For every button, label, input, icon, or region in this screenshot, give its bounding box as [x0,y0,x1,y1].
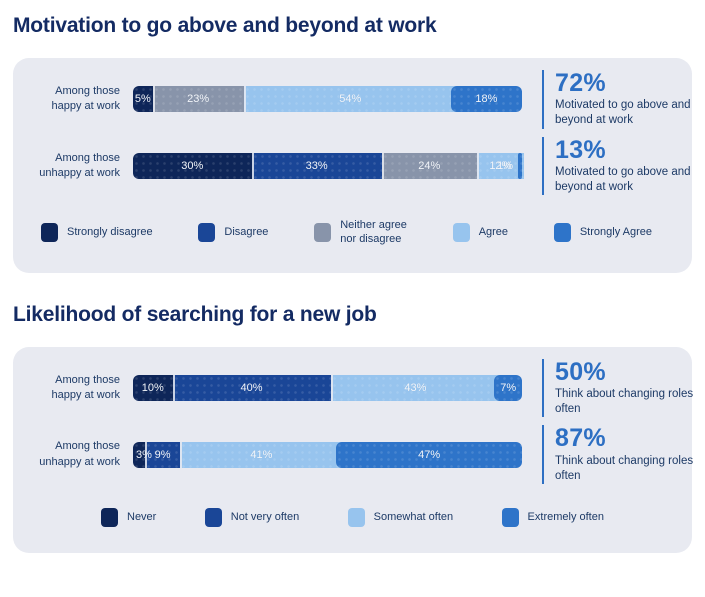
legend-swatch [198,223,216,243]
bar-rows: Among those happy at work 5% 23% 54% 18% 72% M… [13,70,692,196]
bar-segment-agree: 12% [476,152,525,179]
segment-value-label: 18% [475,93,498,106]
segment-value-label: 23% [187,93,210,106]
bar-segment-disagree: 33% [251,152,382,179]
chart-title: Motivation to go above and beyond at wor… [13,14,437,37]
stat-callout: 50% Think about changing roles often [542,357,697,418]
chart-title: Likelihood of searching for a new job [13,302,377,326]
legend-swatch [41,223,58,243]
bar-segment-somewhat-often: 43% [330,374,501,401]
chart-card: Among those happy at work 10% 40% 43% 7% 50% T… [13,346,693,553]
segment-value-label: 30% [181,159,204,172]
segment-value-label: 5% [134,93,151,106]
legend-label: Neither agree nor disagree [340,219,407,245]
stat-callout: 13% Motivated to go above and beyond at w… [542,135,697,196]
stat-value: 87% [555,424,606,453]
stat-caption: Think about changing roles often [555,454,694,482]
bar-segment-strongly-agree: 1% [497,152,522,179]
segment-value-label: 40% [240,381,263,394]
legend-item: Neither agree nor disagree [314,219,407,247]
legend-item: Somewhat often [347,507,454,527]
bar-segment-not-very-often: 9% [144,441,181,468]
bar-segment-neither-agree-nor-disagree: 24% [381,152,477,179]
legend-item: Strongly Agree [553,223,652,243]
segment-value-label: 10% [141,381,164,394]
legend-label: Not very often [230,510,300,523]
bar-segment-strongly-disagree: 30% [133,152,252,179]
segment-value-label: 47% [418,448,441,461]
legend-swatch [314,223,332,243]
legend-swatch [204,507,222,527]
segment-value-label: 12% [489,159,512,172]
legend-item: Never [101,507,157,527]
chart-legend: Never Not very often Somewhat often Extreme… [13,507,692,527]
row-label: Among those happy at work [51,84,120,113]
chart-section-motivation: Motivation to go above and beyond at wor… [0,14,705,273]
legend-item: Not very often [204,507,300,527]
segment-value-label: 7% [500,381,517,394]
stat-value: 13% [555,135,606,164]
segment-value-label: 43% [404,381,427,394]
bar-rows: Among those happy at work 10% 40% 43% 7% 50% T… [13,358,693,484]
stat-value: 50% [555,357,606,386]
chart-card: Among those happy at work 5% 23% 54% 18% 72% M… [13,58,692,273]
legend-label: Extremely often [527,510,604,523]
bar-segment-never: 10% [133,374,173,401]
bar-segment-neither-agree-nor-disagree: 23% [152,86,244,113]
legend-swatch [101,507,118,527]
bar-segment-agree: 54% [243,86,457,113]
row-label: Among those unhappy at work [39,440,120,468]
legend-label: Disagree [224,226,269,239]
segment-value-label: 9% [154,448,171,461]
bar-segment-not-very-often: 40% [172,374,331,401]
stacked-bar: 3% 9% 41% 47% [133,441,528,468]
legend-swatch [553,223,571,243]
legend-label: Agree [478,226,509,239]
infographic-page: { "theme": { "title_color": "#142b63", "… [0,14,705,597]
segment-value-label: 33% [305,159,328,172]
stacked-bar: 10% 40% 43% 7% [133,374,528,401]
bar-segment-extremely-often: 47% [336,441,522,468]
legend-swatch [347,507,365,527]
legend-swatch [452,223,470,243]
legend-label: Somewhat often [373,510,454,523]
bar-row: Among those unhappy at work 3% 9% 41% 47% 87%… [13,425,693,484]
bar-segment-strongly-disagree: 5% [133,86,153,113]
segment-value-label: 1% [497,159,514,172]
stat-value: 72% [555,69,606,97]
legend-item: Agree [452,223,509,243]
bar-row: Among those happy at work 10% 40% 43% 7% 50% T… [13,358,693,418]
stat-callout: 87% Think about changing roles often [542,425,697,484]
legend-item: Extremely often [501,507,604,527]
legend-swatch [501,507,519,527]
bar-row: Among those unhappy at work 30% 33% 24% 12% 1… [13,136,692,196]
stacked-bar: 30% 33% 24% 12% 1% [133,152,528,179]
row-label: Among those unhappy at work [39,151,120,179]
row-label: Among those happy at work [51,373,120,401]
segment-value-label: 41% [250,448,273,461]
chart-section-job-search: Likelihood of searching for a new job Am… [0,303,705,553]
bar-segment-never: 3% [133,441,152,468]
bar-segment-somewhat-often: 41% [180,441,343,468]
legend-item: Disagree [198,223,269,243]
legend-label: Strongly Agree [579,226,652,239]
stat-callout: 72% Motivated to go above and beyond at w… [542,70,697,129]
bar-segment-strongly-agree: 18% [450,86,522,113]
stacked-bar: 5% 23% 54% 18% [133,86,528,113]
segment-value-label: 24% [418,159,441,172]
stat-caption: Motivated to go above and beyond at work [555,99,691,127]
legend-item: Strongly disagree [41,223,153,243]
bar-row: Among those happy at work 5% 23% 54% 18% 72% M… [13,70,692,129]
segment-value-label: 54% [339,93,362,106]
legend-label: Strongly disagree [67,226,153,239]
stat-caption: Think about changing roles often [555,387,694,416]
legend-label: Never [127,510,157,523]
segment-value-label: 3% [136,448,152,461]
chart-legend: Strongly disagree Disagree Neither agree n… [13,219,692,247]
stat-caption: Motivated to go above and beyond at work [555,165,691,194]
bar-segment-extremely-often: 7% [494,374,522,401]
